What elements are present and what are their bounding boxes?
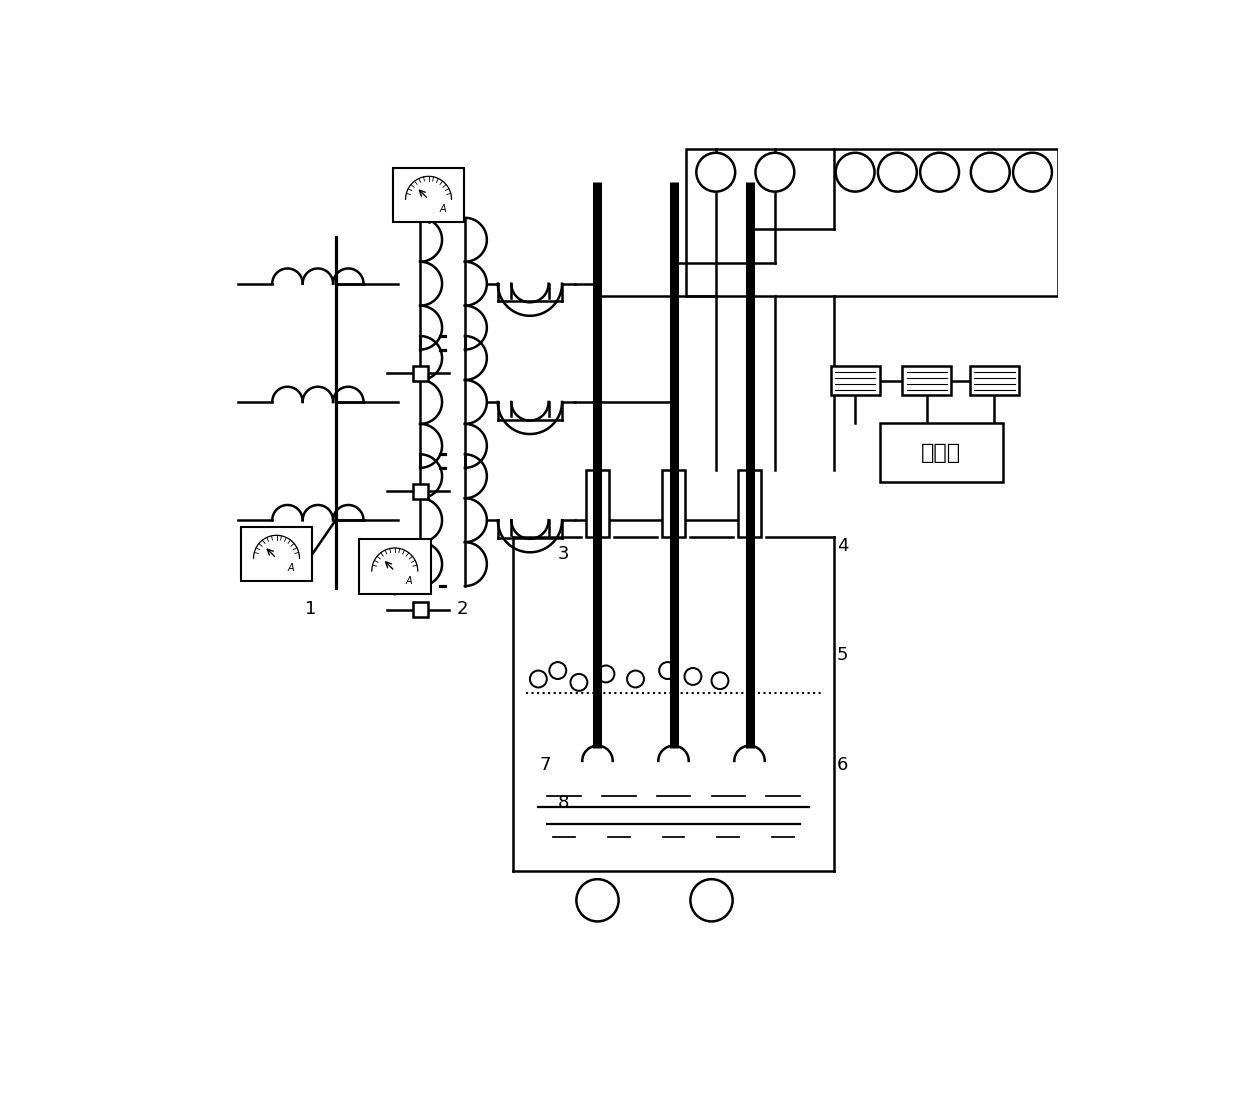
Circle shape [570,674,588,691]
Text: A: A [440,204,446,214]
Text: 2: 2 [456,600,467,618]
Bar [358,540,430,595]
Bar [880,423,1002,483]
Bar [738,470,761,538]
Bar [241,527,312,581]
Circle shape [598,666,614,682]
Text: 操作台: 操作台 [921,442,961,463]
Circle shape [660,663,676,679]
Text: A: A [405,576,413,586]
Text: 1: 1 [305,600,316,618]
Circle shape [577,879,619,921]
Text: 7: 7 [539,756,551,774]
Bar [413,365,428,381]
Circle shape [971,152,1009,192]
Circle shape [627,670,644,688]
Bar [413,484,428,499]
Bar [686,148,1058,296]
Bar [393,168,465,223]
Circle shape [529,670,547,688]
Circle shape [920,152,959,192]
Circle shape [712,672,728,689]
Circle shape [836,152,874,192]
Circle shape [697,152,735,192]
Circle shape [755,152,795,192]
Text: 5: 5 [837,646,848,665]
Text: A: A [288,563,294,574]
Bar [970,366,1019,395]
Text: 4: 4 [837,536,848,555]
Circle shape [549,663,567,679]
Text: 3: 3 [558,545,569,563]
Circle shape [684,668,702,685]
Circle shape [691,879,733,921]
Text: 6: 6 [837,756,848,774]
Text: 8: 8 [558,794,569,812]
Bar [831,366,879,395]
Bar [413,602,428,618]
Bar [662,470,686,538]
Bar [903,366,951,395]
Circle shape [878,152,916,192]
Circle shape [1013,152,1052,192]
Bar [585,470,609,538]
